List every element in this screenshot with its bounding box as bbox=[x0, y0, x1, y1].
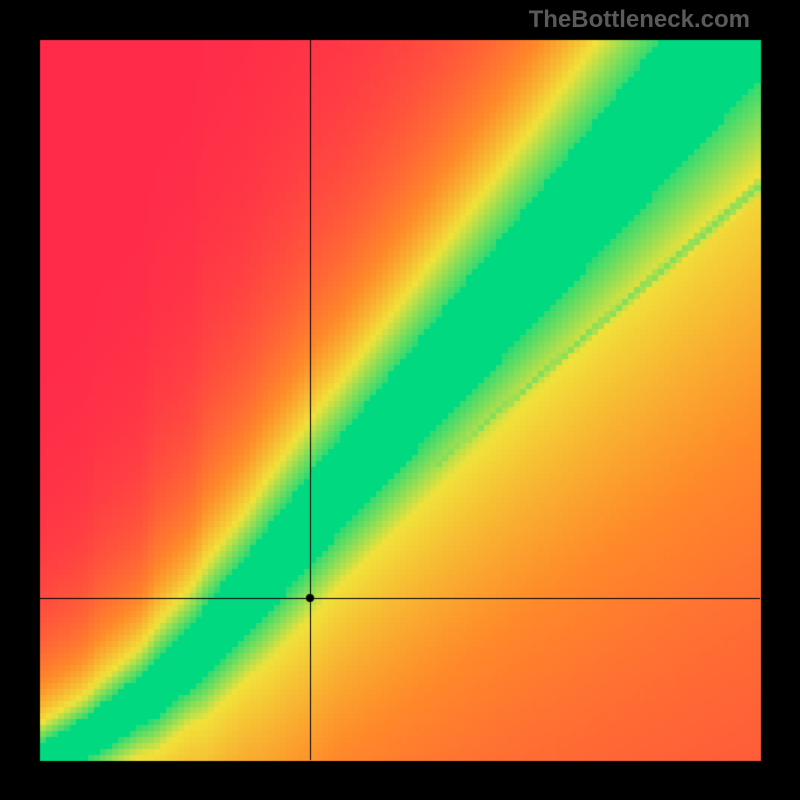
chart-container: TheBottleneck.com bbox=[0, 0, 800, 800]
bottleneck-heatmap bbox=[0, 0, 800, 800]
watermark-text: TheBottleneck.com bbox=[529, 6, 750, 34]
